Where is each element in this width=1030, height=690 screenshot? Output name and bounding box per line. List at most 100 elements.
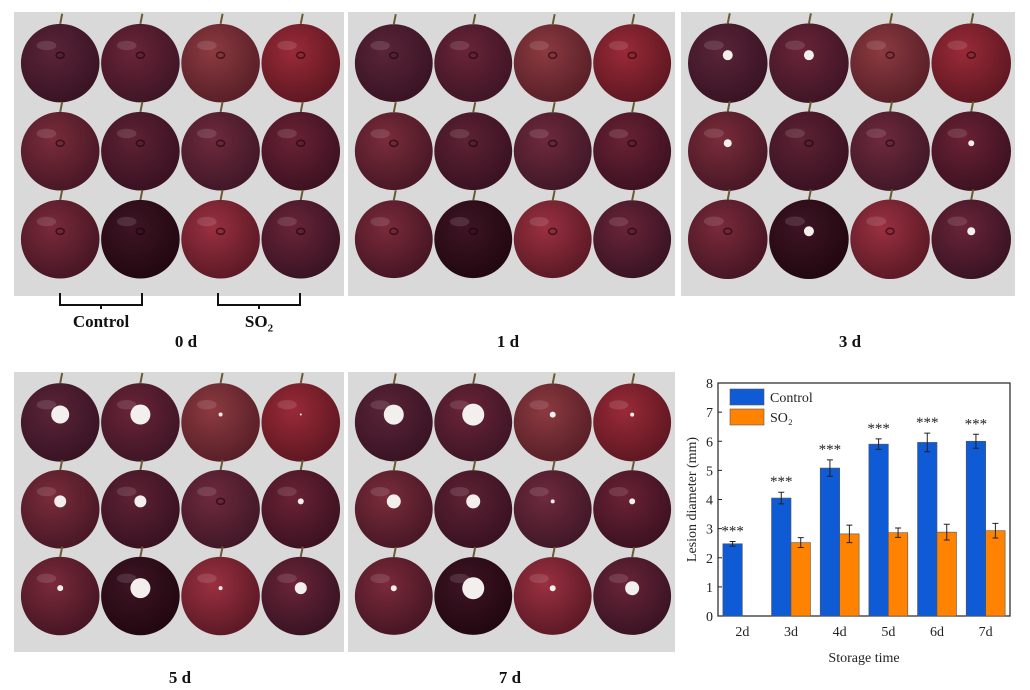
lesion (130, 578, 151, 599)
grape (101, 469, 180, 549)
so2-main: SO (244, 312, 268, 331)
grape (593, 383, 672, 462)
lesion (549, 411, 556, 418)
y-tick-label: 8 (706, 377, 713, 392)
control-group-label: Control (72, 312, 130, 331)
grape (769, 111, 849, 191)
grape (931, 111, 1012, 191)
x-tick-label: 3d (784, 625, 798, 640)
panel-label-0d: 0 d (174, 332, 198, 351)
grape (354, 112, 433, 191)
bar-control (868, 443, 889, 617)
grape (931, 23, 1012, 103)
panel-label-1d: 1 d (496, 332, 520, 351)
photo-5d (14, 372, 344, 652)
error-bar (895, 527, 902, 538)
group-brackets (59, 293, 301, 309)
lesion (134, 495, 147, 508)
y-axis-label: Lesion diameter (mm) (685, 437, 700, 563)
grape (513, 112, 592, 191)
grape (181, 199, 260, 279)
bar-so2 (790, 542, 811, 617)
bar-so2 (839, 533, 860, 617)
x-tick-label: 2d (735, 625, 749, 640)
lesion (218, 586, 223, 591)
grape (769, 199, 849, 279)
error-bar (992, 522, 999, 539)
grape (261, 556, 341, 636)
error-bar (924, 432, 931, 453)
significance-label: *** (867, 421, 890, 437)
lesion (550, 499, 555, 504)
grape (687, 111, 768, 191)
lesion (549, 585, 556, 592)
grape (434, 24, 513, 103)
lesion-diameter-chart: 0 1 2 3 4 5 6 7 8 2d *** 3d *** 4d *** 5d *** 6d *** 7d *** C… (685, 377, 1011, 666)
grape (769, 23, 849, 103)
grape (593, 24, 672, 103)
grape (687, 199, 768, 279)
y-tick-label: 0 (706, 610, 713, 625)
lesion (297, 498, 304, 505)
bar-control (819, 467, 840, 617)
grape (181, 469, 260, 549)
legend-swatch (729, 388, 765, 406)
y-tick-label: 4 (706, 494, 713, 509)
lesion (130, 404, 151, 425)
lesion (299, 413, 302, 416)
lesion (967, 227, 976, 236)
error-bar (797, 537, 804, 549)
lesion (466, 494, 481, 509)
lesion (803, 50, 814, 61)
panel-label-5d: 5 d (168, 668, 192, 687)
y-tick-label: 2 (706, 552, 713, 567)
lesion (723, 139, 732, 148)
grape (354, 557, 433, 635)
legend-label: SO₂ (770, 411, 793, 426)
error-bar (875, 438, 882, 450)
grape (434, 200, 513, 279)
error-bar (972, 433, 979, 449)
grape (261, 469, 341, 549)
grape (261, 23, 341, 103)
lesion (722, 50, 733, 61)
lesion (51, 405, 70, 424)
significance-label: *** (721, 523, 744, 539)
lesion (630, 412, 635, 417)
x-axis-label: Storage time (828, 651, 899, 666)
lesion (54, 495, 67, 508)
x-tick-label: 5d (881, 625, 895, 640)
legend-swatch (729, 408, 765, 426)
grape (261, 383, 341, 462)
photo-3d (681, 12, 1015, 296)
y-tick-label: 7 (706, 406, 713, 421)
y-tick-label: 1 (706, 581, 713, 596)
error-bar (943, 523, 950, 541)
grape (931, 199, 1012, 279)
lesion (294, 582, 307, 595)
x-tick-label: 4d (833, 625, 847, 640)
grape (101, 23, 180, 103)
grape (593, 200, 672, 279)
grape (513, 557, 592, 635)
significance-label: *** (965, 416, 988, 432)
grape (20, 199, 100, 279)
panel-label-7d: 7 d (498, 668, 522, 687)
grape (261, 199, 341, 279)
y-tick-label: 3 (706, 523, 713, 538)
grape (354, 470, 433, 549)
grape (354, 24, 433, 103)
grape (181, 556, 260, 636)
error-bar (729, 540, 736, 547)
grape (261, 111, 341, 191)
y-tick-label: 6 (706, 435, 713, 450)
bar-so2 (888, 532, 909, 617)
grape (20, 556, 100, 636)
grape (687, 23, 768, 103)
grape (593, 112, 672, 191)
panel-label-3d: 3 d (838, 332, 862, 351)
lesion (968, 140, 975, 147)
grape (101, 199, 180, 279)
photo-1d (348, 12, 675, 296)
significance-label: *** (819, 442, 842, 458)
